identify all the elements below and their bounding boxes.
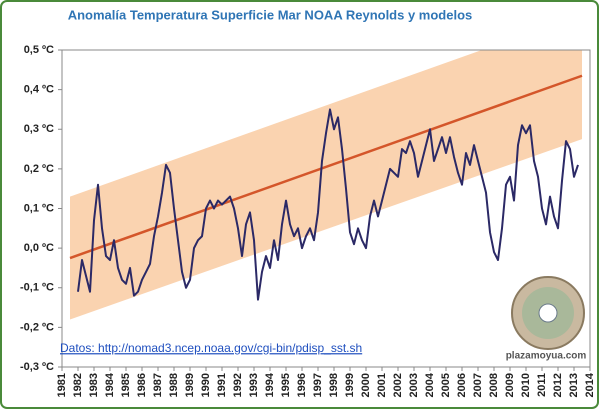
x-tick-label: 2013 (568, 373, 580, 397)
chart-title: Anomalía Temperatura Superficie Mar NOAA… (68, 7, 473, 22)
y-tick-label: 0,0 ºC (24, 242, 54, 254)
x-tick-label: 2006 (456, 373, 468, 397)
y-tick-label: -0,2 ºC (20, 321, 54, 333)
watermark: plazamoyua.com (506, 351, 587, 362)
x-tick-label: 2010 (520, 373, 532, 397)
y-tick-label: -0,3 ºC (20, 361, 54, 373)
x-tick-label: 2011 (536, 373, 548, 397)
x-tick-label: 1998 (328, 373, 340, 397)
x-tick-label: 1995 (280, 373, 292, 397)
x-tick-label: 1986 (136, 373, 148, 397)
x-tick-label: 2004 (424, 372, 436, 397)
x-tick-label: 1983 (88, 373, 100, 397)
x-tick-label: 2001 (376, 373, 388, 397)
x-tick-label: 1996 (296, 373, 308, 397)
x-tick-label: 1984 (104, 372, 116, 397)
x-tick-label: 2014 (584, 372, 596, 397)
x-tick-label: 1994 (264, 372, 276, 397)
y-tick-label: 0,5 ºC (24, 44, 54, 56)
x-tick-label: 1990 (200, 373, 212, 397)
y-tick-label: 0,1 ºC (24, 202, 54, 214)
x-tick-label: 2008 (488, 373, 500, 397)
y-tick-label: -0,1 ºC (20, 282, 54, 294)
x-tick-label: 1985 (120, 373, 132, 397)
x-tick-label: 1987 (152, 373, 164, 397)
x-tick-label: 1991 (216, 373, 228, 397)
x-tick-label: 1992 (232, 373, 244, 397)
x-tick-label: 2003 (408, 373, 420, 397)
x-tick-label: 1982 (72, 373, 84, 397)
logo (511, 276, 585, 350)
x-tick-label: 2000 (360, 373, 372, 397)
x-tick-label: 1988 (168, 373, 180, 397)
x-tick-label: 2007 (472, 373, 484, 397)
x-tick-label: 2012 (552, 373, 564, 397)
band (70, 50, 582, 320)
series-line (77, 108, 579, 301)
x-tick-label: 2005 (440, 373, 452, 397)
x-tick-label: 2002 (392, 373, 404, 397)
y-tick-label: 0,3 ºC (24, 123, 54, 135)
source-link[interactable]: Datos: http://nomad3.ncep.noaa.gov/cgi-b… (60, 341, 362, 355)
x-tick-label: 1981 (56, 373, 68, 397)
x-tick-label: 1997 (312, 373, 324, 397)
x-tick-label: 1999 (344, 373, 356, 397)
x-tick-label: 1993 (248, 373, 260, 397)
y-tick-label: 0,2 ºC (24, 163, 54, 175)
y-tick-label: 0,4 ºC (24, 84, 54, 96)
x-tick-label: 2009 (504, 373, 516, 397)
x-tick-label: 1989 (184, 373, 196, 397)
